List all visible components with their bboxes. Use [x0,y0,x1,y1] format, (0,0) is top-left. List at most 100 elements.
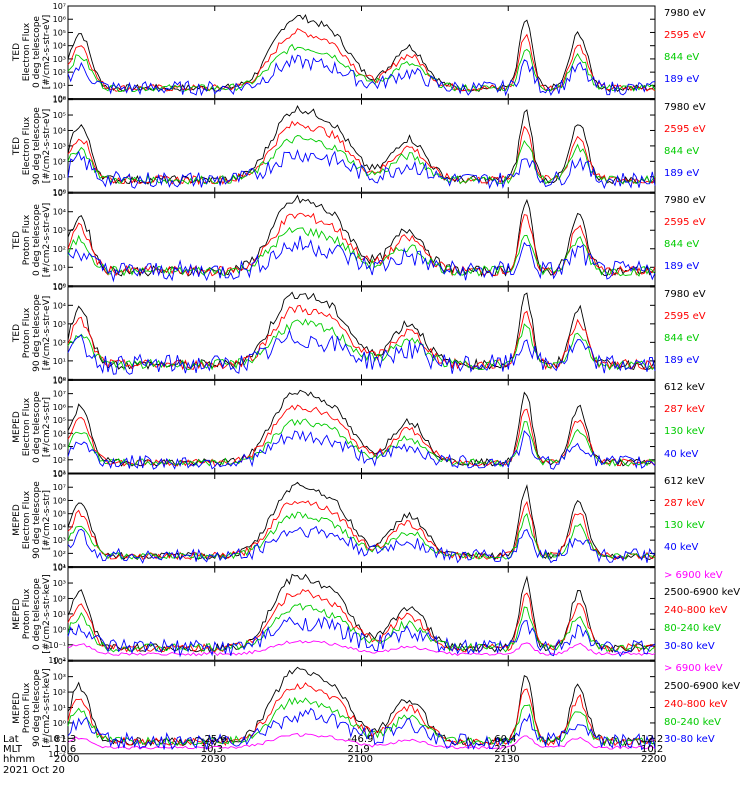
legend-entry-6-2: 287 keV [664,498,705,510]
ylabel-line: Electron Flux [22,116,32,176]
legend-entry-4-2: 2595 eV [664,310,706,322]
y-tick-label: 10¹ [53,263,66,272]
legend-entry-1-3: 844 eV [664,52,700,64]
trace-6-2 [67,500,656,561]
ylabel-line: [#/cm2-s-str-eV] [42,202,52,277]
y-tick-label: 10⁷ [53,2,66,11]
ylabel-line: TED [12,136,22,155]
legend-entry-2-3: 844 eV [664,145,700,157]
legend-entry-8-3: 240-800 keV [664,698,728,710]
y-tick-label: 10⁰ [53,188,66,197]
ylabel-line: Proton Flux [22,588,32,640]
panel-1: 10⁰ 10¹ 10² 10³ 10⁴ 10⁵ 10⁶ 10⁷ [53,2,656,104]
y-tick-label: 10⁸ [53,470,66,479]
ylabel-line: [#/cm2-s-str-eV] [42,15,52,90]
legend-entry-3-2: 2595 eV [664,217,706,229]
legend-entry-4-4: 189 eV [664,354,700,366]
panel-8: 10⁻² 10⁻¹ 10⁰ 10¹ 10² 10³ 10⁴ [48,657,656,759]
y-tick-label: 10² [53,245,66,254]
y-tick-label: 10⁵ [53,28,66,37]
y-tick-label: 10⁴ [53,523,66,532]
legend-entry-2-2: 2595 eV [664,123,706,135]
xtick-hhmm-2: 2030 [200,754,227,765]
y-tick-label: 10⁶ [53,403,66,412]
legend-entry-5-4: 40 keV [664,448,699,460]
y-tick-label: 10⁵ [53,189,66,198]
legend-entry-5-2: 287 keV [664,404,705,416]
panel-6-ylabel: MEPED Electron Flux 90 deg telescope [#/cm2… [12,474,52,566]
ylabel-line: 0 deg telescope [32,16,42,89]
legend-entry-3-4: 189 eV [664,261,700,273]
trace-7-2 [67,573,656,653]
legend-entry-6-4: 40 keV [664,542,699,554]
legend-entry-8-5: 30-80 keV [664,734,715,746]
panel-frame [67,286,656,380]
ylabel-line: 0 deg telescope [32,203,42,276]
panel-3-ylabel: TED Proton Flux 0 deg telescope [#/cm2-s-st… [12,194,52,286]
trace-1-1 [67,13,656,93]
y-tick-label: 10⁴ [53,208,66,217]
panel-4-ylabel: TED Proton Flux 90 deg telescope [#/cm2-s-s… [12,287,52,379]
panel-6: 10¹ 10² 10³ 10⁴ 10⁵ 10⁶ 10⁷ 10⁸ [53,470,656,572]
panel-7: 10⁻² 10⁻¹ 10⁰ 10¹ 10² 10³ 10⁴ [48,564,656,665]
ylabel-line: TED [12,324,22,343]
xaxis-row-label-mlt: MLT [3,744,22,755]
legend-entry-7-3: 240-800 keV [664,605,728,617]
y-tick-label: 10⁸ [53,376,66,385]
legend-entry-4-3: 844 eV [664,332,700,344]
y-tick-label: 10² [53,157,66,166]
y-tick-label: 10¹ [53,81,66,90]
panel-4: 10⁰ 10¹ 10² 10³ 10⁴ 10⁵ [53,283,656,384]
y-tick-label: 10⁵ [53,111,66,120]
xtick-mlt-5: 10.2 [641,744,664,755]
legend-entry-5-3: 130 keV [664,426,705,438]
y-tick-label: 10² [53,68,66,77]
trace-8-1 [67,733,656,750]
ylabel-line: [#/cm2-s-str-keV] [42,574,52,654]
trace-2-4 [67,149,656,190]
trace-7-3 [67,588,656,653]
xtick-mlt-4: 22.0 [494,744,517,755]
trace-6-4 [67,525,656,564]
ylabel-line: 90 deg telescope [32,481,42,560]
xtick-lat-3: -46.9 [347,734,374,745]
trace-7-5 [67,616,656,658]
trace-2-2 [67,120,656,186]
trace-3-4 [67,235,656,283]
xtick-lat-2: -25.6 [200,734,227,745]
xtick-hhmm-4: 2130 [494,754,520,765]
y-tick-label: 10¹ [53,357,66,366]
ylabel-line: [#/cm2-s-str] [42,396,52,457]
trace-8-5 [67,707,656,751]
legend-entry-4-1: 7980 eV [664,288,706,300]
ylabel-line: [#/cm2-s-str-keV] [42,667,52,748]
y-tick-label: 10³ [53,443,66,452]
y-tick-label: 10⁴ [53,42,66,51]
trace-5-1 [67,389,656,468]
trace-1-2 [67,28,656,93]
trace-1-4 [67,54,656,97]
trace-7-1 [67,639,656,657]
xtick-hhmm-5: 2200 [641,754,667,765]
ylabel-line: 90 deg telescope [32,294,42,372]
legend-entry-8-2: 2500-6900 keV [664,681,741,692]
ylabel-line: 0 deg telescope [32,577,42,650]
legend-entry-1-2: 2595 eV [664,30,706,42]
date-label: 2021 Oct 20 [3,765,65,776]
panel-2: 10⁰ 10¹ 10² 10³ 10⁴ 10⁵ 10⁶ [53,96,656,197]
y-tick-label: 10¹ [53,563,66,572]
y-tick-label: 10⁵ [53,283,66,292]
ylabel-line: Proton Flux [22,307,32,359]
legend-entry-8-4: 80-240 keV [664,716,722,728]
ylabel-line: MEPED [12,410,22,443]
y-tick-label: 10¹ [53,173,66,182]
ylabel-line: Electron Flux [22,491,32,550]
trace-5-2 [67,404,656,467]
panel-3: 10⁰ 10¹ 10² 10³ 10⁴ 10⁵ [53,189,656,291]
xtick-lat-5: 12.2 [641,734,664,745]
y-tick-label: 10² [53,456,66,465]
ylabel-line: Proton Flux [22,682,32,733]
ylabel-line: 0 deg telescope [32,390,42,463]
